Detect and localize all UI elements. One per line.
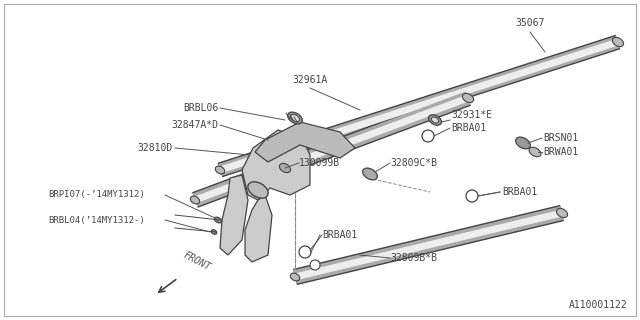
Ellipse shape — [516, 137, 531, 149]
Text: 130099B: 130099B — [299, 158, 340, 168]
Ellipse shape — [291, 273, 300, 281]
Text: 32961A: 32961A — [292, 75, 328, 85]
Ellipse shape — [287, 112, 302, 124]
Text: 32931*E: 32931*E — [451, 110, 492, 120]
Polygon shape — [242, 130, 310, 200]
Text: 35067: 35067 — [515, 18, 545, 28]
Text: BRPI07(-’14MY1312): BRPI07(-’14MY1312) — [48, 190, 145, 199]
Ellipse shape — [280, 164, 291, 172]
Ellipse shape — [215, 166, 225, 174]
Polygon shape — [255, 122, 355, 162]
Circle shape — [310, 260, 320, 270]
Text: 32809C*B: 32809C*B — [390, 158, 437, 168]
Text: 32810D: 32810D — [138, 143, 173, 153]
Polygon shape — [245, 195, 272, 262]
Text: BRSN01: BRSN01 — [543, 133, 579, 143]
Circle shape — [422, 130, 434, 142]
Ellipse shape — [214, 217, 221, 223]
Ellipse shape — [248, 182, 268, 198]
Ellipse shape — [211, 230, 217, 234]
Ellipse shape — [291, 114, 300, 122]
Polygon shape — [220, 175, 248, 255]
Text: BRBL04(’14MY1312-): BRBL04(’14MY1312-) — [48, 215, 145, 225]
Circle shape — [299, 246, 311, 258]
Text: BRBL06: BRBL06 — [183, 103, 218, 113]
Ellipse shape — [612, 37, 623, 47]
Text: FRONT: FRONT — [182, 250, 212, 273]
Ellipse shape — [529, 147, 541, 157]
Text: BRBA01: BRBA01 — [451, 123, 486, 133]
Text: BRBA01: BRBA01 — [322, 230, 357, 240]
Circle shape — [466, 190, 478, 202]
Ellipse shape — [556, 208, 568, 218]
Text: 32809B*B: 32809B*B — [390, 253, 437, 263]
Text: 32847A*D: 32847A*D — [171, 120, 218, 130]
Ellipse shape — [190, 196, 200, 204]
Ellipse shape — [431, 117, 438, 123]
Ellipse shape — [363, 168, 378, 180]
Text: BRBA01: BRBA01 — [502, 187, 537, 197]
Ellipse shape — [429, 115, 442, 125]
Text: A110001122: A110001122 — [569, 300, 628, 310]
Text: BRWA01: BRWA01 — [543, 147, 579, 157]
Ellipse shape — [463, 93, 474, 103]
